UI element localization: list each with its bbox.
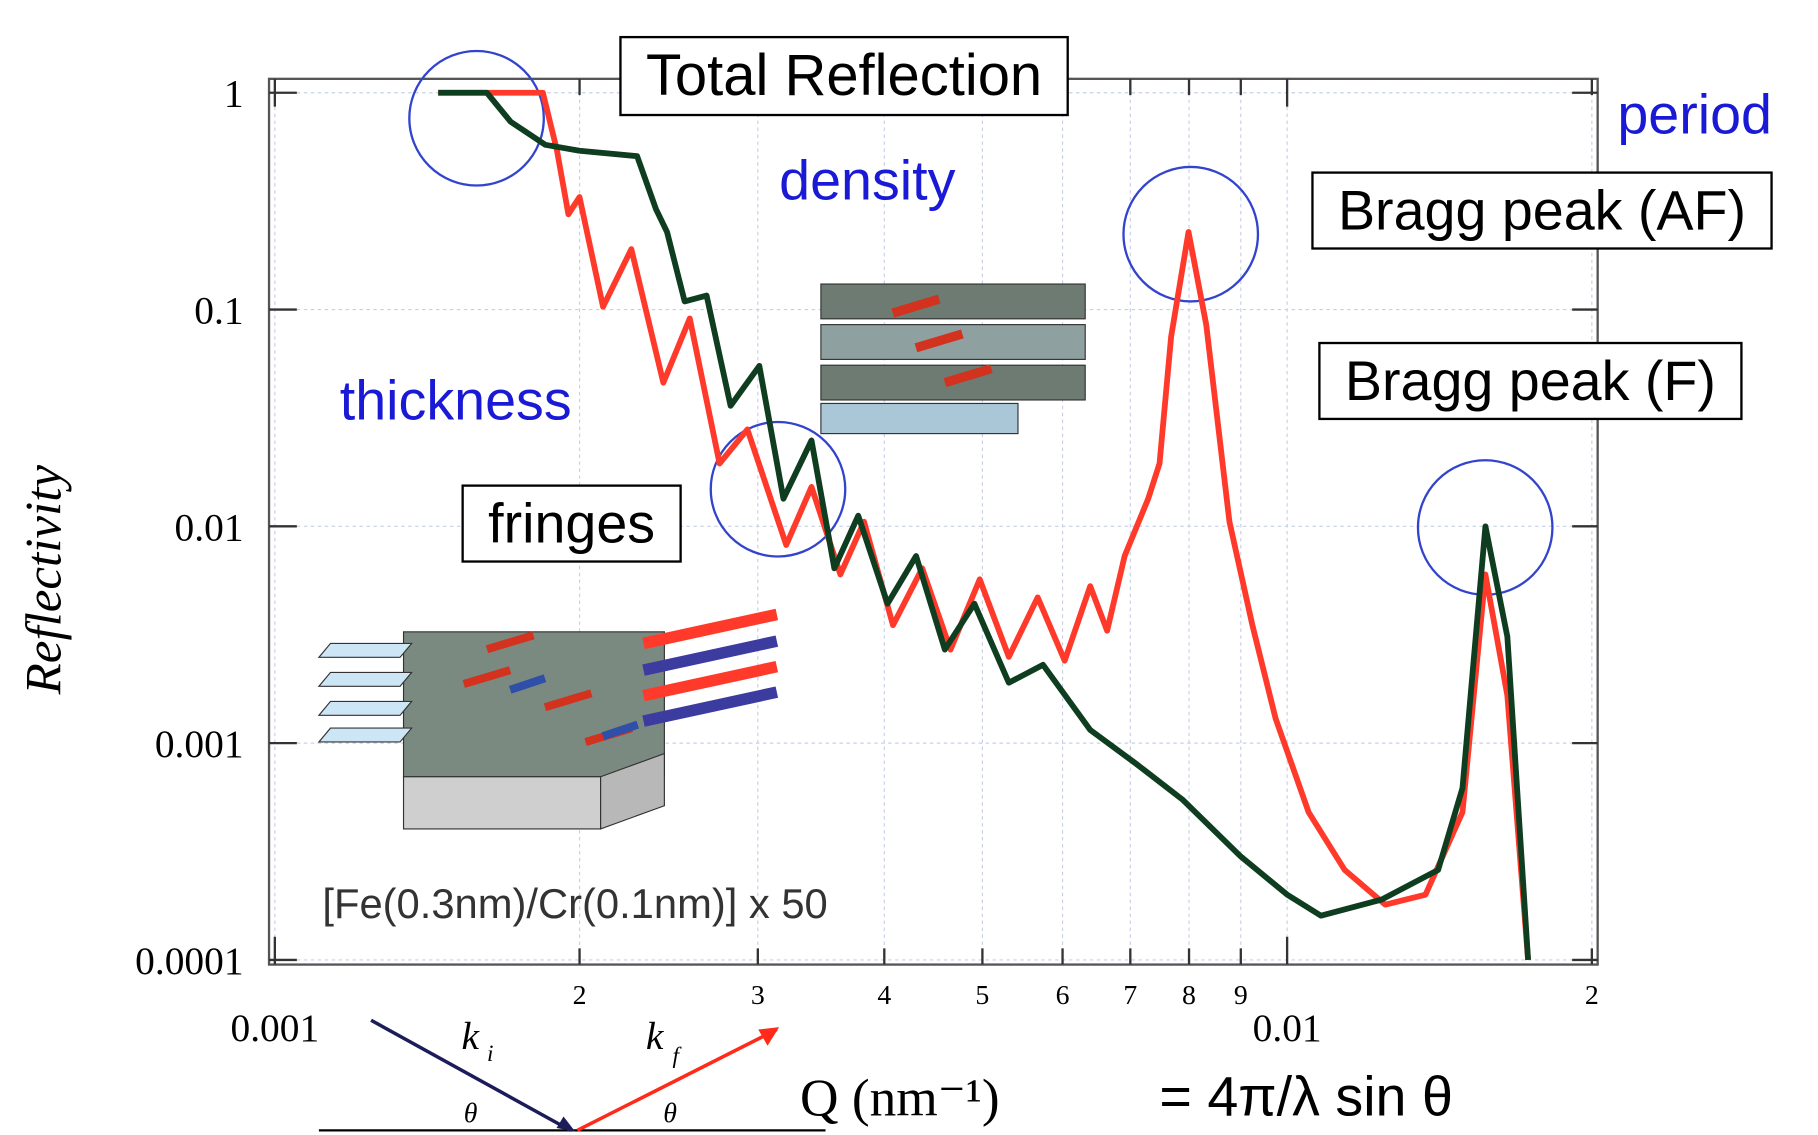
annotation: thickness: [340, 370, 572, 432]
annotation: Total Reflection: [646, 44, 1042, 108]
scattering-diagram: [318, 1018, 826, 1132]
layer-illustrations: [317, 283, 1086, 830]
diagram-label: i: [487, 1041, 493, 1067]
diagram-label: k: [646, 1014, 665, 1058]
multilayer-top: [820, 283, 1086, 435]
formula: = 4π/λ sin θ: [1159, 1065, 1452, 1127]
annotation: Bragg peak (F): [1345, 350, 1716, 412]
annotation-box: [1311, 171, 1773, 250]
y-tick-label: 0.1: [194, 288, 243, 332]
y-tick-label: 0.001: [155, 722, 244, 766]
diagram-label: θ: [464, 1098, 478, 1129]
diagram-label: θ: [663, 1098, 677, 1129]
circle: [1122, 165, 1260, 303]
annotation-box: [619, 35, 1069, 117]
x-tick-label: 2: [573, 980, 587, 1011]
annotation: density: [779, 149, 955, 211]
x-tick-label: 2: [1585, 980, 1599, 1011]
annotation: Bragg peak (AF): [1338, 180, 1746, 242]
x-tick-label: 4: [877, 980, 891, 1011]
annotation-box: [461, 484, 682, 563]
y-tick-label: 0.0001: [135, 939, 243, 983]
annotation: [Fe(0.3nm)/Cr(0.1nm)] x 50: [322, 880, 827, 927]
y-tick-label: 1: [224, 72, 244, 116]
multilayer-bottom: [317, 608, 779, 830]
x-tick-label: 0.001: [231, 1006, 320, 1050]
x-tick-label: 6: [1056, 980, 1070, 1011]
y-axis-label: Reflectivity: [16, 465, 72, 696]
circle: [408, 49, 545, 187]
diagram-label: k: [461, 1014, 480, 1058]
x-tick-label: 7: [1123, 980, 1137, 1011]
x-axis-label: Q (nm⁻¹): [800, 1067, 1000, 1127]
annotation: fringes: [488, 493, 655, 555]
diagram-label: f: [672, 1043, 682, 1069]
x-tick-label: 8: [1182, 980, 1196, 1011]
x-tick-label: 0.01: [1253, 1006, 1322, 1050]
annotation-box: [1318, 341, 1743, 421]
x-tick-label: 3: [751, 980, 765, 1011]
data-line: [438, 89, 1531, 961]
y-tick-label: 0.01: [175, 505, 244, 549]
data-line: [438, 89, 1531, 961]
circle: [709, 420, 847, 558]
x-tick-label: 5: [975, 980, 989, 1011]
x-tick-label: 9: [1234, 980, 1248, 1011]
annotation: period: [1617, 83, 1772, 145]
